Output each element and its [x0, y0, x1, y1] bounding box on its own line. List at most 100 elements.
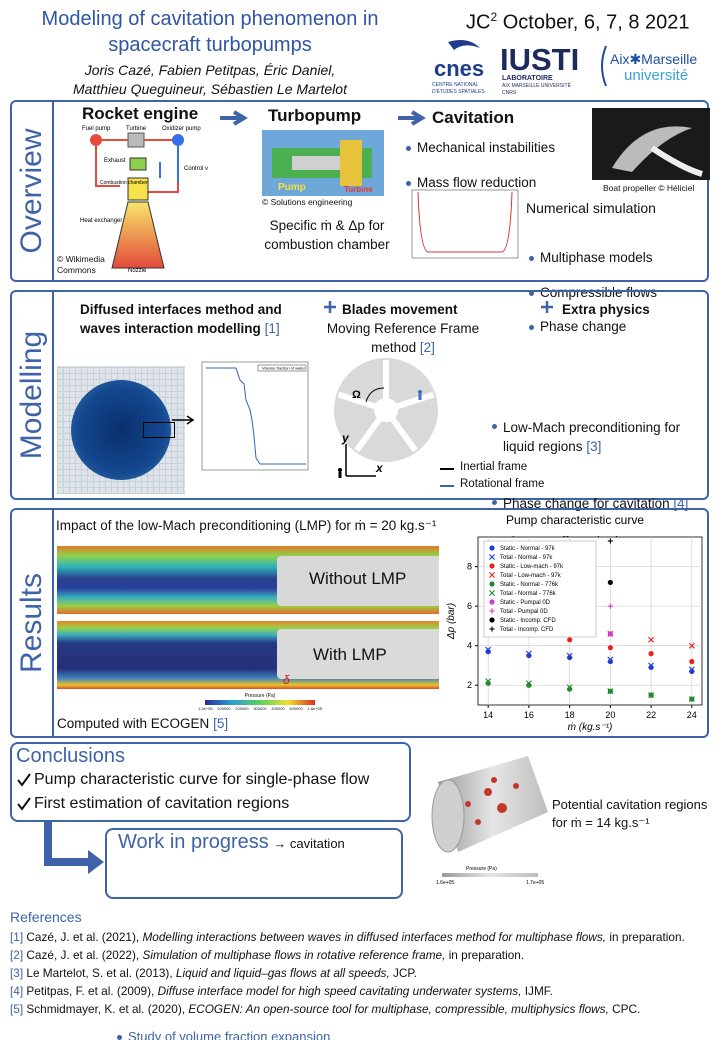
bullet-part — [406, 181, 411, 186]
rotor-diagram: Ω y x — [334, 358, 438, 478]
cnes-logo: cnes CENTRE NATIONAL D'ÉTUDES SPATIALES — [432, 40, 485, 95]
simulation-image: With LMP δ — [57, 621, 439, 689]
data-point — [688, 696, 695, 703]
turbopump-image: Pump Turbine — [262, 130, 384, 196]
diagram-label: Oxidizer pump — [162, 126, 201, 132]
data-point-stroke — [648, 692, 655, 699]
turbine-icon — [127, 132, 145, 148]
iusti-logo: IUSTI LABORATOIRE AIX MARSEILLE UNIVERSI… — [500, 42, 579, 96]
colorbar-tick: 500000 — [289, 706, 303, 711]
colorbar-tick: 100000 — [217, 706, 231, 711]
text-part: method — [371, 340, 417, 355]
data-point — [607, 579, 613, 586]
reference-number: [1] — [10, 930, 24, 944]
bullet-text: Study of volume fraction expansion — [128, 1029, 331, 1040]
colorbar-tick: 400000 — [271, 706, 285, 711]
data-point-stroke — [485, 646, 492, 653]
cnes-subtitle: D'ÉTUDES SPATIALES — [432, 88, 485, 95]
bullet: Mechanical instabilities — [405, 140, 720, 155]
data-point — [607, 645, 613, 651]
iusti-text: IUSTI — [500, 42, 579, 77]
heading: Diffused interfaces method and — [80, 302, 282, 317]
x-tick-label: 18 — [565, 710, 575, 720]
reference-number: [5] — [10, 1002, 24, 1016]
bullet: Mass flow reduction — [405, 175, 720, 190]
bullet: Compressible flows — [528, 285, 720, 300]
x-axis-label: ṁ (kg.s⁻¹) — [568, 722, 613, 733]
bullet-text: Multiphase models — [540, 250, 653, 265]
data-point-stroke — [688, 666, 695, 673]
image-label: With LMP — [313, 645, 387, 664]
legend-text: Rotational frame — [460, 478, 545, 490]
reference-item: [2] Cazé, J. et al. (2022), Simulation o… — [10, 946, 710, 964]
conclusions-box — [10, 742, 411, 822]
arrow — [398, 110, 426, 126]
bullet-text: Mechanical instabilities — [417, 140, 556, 155]
caption: for ṁ = 14 kg.s⁻¹ — [552, 815, 650, 830]
legend-marker — [489, 554, 495, 560]
data-point-stroke — [648, 662, 655, 669]
reference-item: [1] Cazé, J. et al. (2021), Modelling in… — [10, 928, 710, 946]
caption: Potential cavitation regions — [552, 797, 708, 812]
bubble — [71, 380, 171, 480]
reference-authors: Cazé, J. et al. (2021), — [26, 930, 140, 944]
cavitation-spots-part — [513, 783, 519, 789]
heading: Numerical simulation — [526, 200, 656, 216]
heading: Cavitation — [432, 108, 515, 127]
plot-curve — [206, 367, 306, 465]
data-point — [689, 658, 695, 665]
rotation-arrow — [365, 387, 385, 403]
data-point — [688, 642, 695, 649]
pipe — [159, 146, 179, 182]
section-label: Overview — [15, 128, 48, 254]
authors-line: Joris Cazé, Fabien Petitpas, Éric Daniel… — [84, 62, 336, 78]
axis-label: y — [341, 431, 350, 445]
plot-legend — [257, 364, 307, 372]
data-point-stroke — [566, 684, 573, 691]
bullet-part — [117, 1035, 122, 1040]
rotor-blades — [337, 360, 435, 453]
rotor-blades-part — [394, 391, 435, 410]
modelling-panel — [10, 290, 709, 500]
colorbar-ticks: 1.2e+05 100000 200000 300000 400000 500000 1.6… — [198, 706, 322, 711]
work-subtitle: → cavitation — [273, 836, 345, 851]
data-point-stroke — [525, 680, 532, 687]
legend-marker — [489, 617, 495, 623]
data-point-stroke — [607, 688, 614, 695]
iusti-subtitle: CNRS — [502, 90, 517, 96]
reference-source: in preparation. — [448, 948, 525, 962]
legend-label: Total - Normal - 776k — [500, 591, 557, 597]
heading: Blades movement — [342, 302, 458, 317]
cavitation-spots — [465, 777, 519, 825]
rocket-diagram: Fuel pump Turbine Oxidizer pump Exhaust … — [80, 126, 208, 274]
diagram-label: Nozzle — [128, 268, 147, 274]
bullet-part — [492, 500, 497, 505]
casing — [438, 756, 548, 852]
colorbar-tick: 300000 — [253, 706, 267, 711]
data-point — [485, 646, 492, 653]
data-point — [648, 692, 655, 699]
iusti-subtitle: LABORATOIRE — [502, 75, 553, 82]
legend-marker — [489, 563, 495, 569]
cavitation-spots-part — [465, 801, 471, 807]
authors-line: Matthieu Queguineur, Sébastien Le Martel… — [73, 81, 347, 97]
text: Moving Reference Frame — [326, 321, 480, 336]
image-label: Turbine — [344, 185, 373, 194]
heading: Turbopump — [268, 106, 362, 125]
credit: Commons — [57, 265, 96, 275]
reference-title: Diffuse interface model for high speed c… — [157, 984, 522, 998]
x-tick-label: 22 — [646, 710, 656, 720]
caption: Computed with ECOGEN [5] — [57, 716, 228, 731]
bullet-text: Phase change — [540, 319, 627, 334]
simulation-image: Without LMP — [57, 546, 439, 614]
reference-item: [3] Le Martelot, S. et al. (2013), Liqui… — [10, 964, 710, 982]
diagram-label: Control valves — [184, 166, 208, 172]
work-title: Work in progress → cavitation — [118, 831, 345, 854]
divider — [52, 100, 54, 282]
event-superscript: 2 — [490, 10, 498, 24]
rotor-blades-part — [383, 360, 389, 400]
arrow-shape — [172, 415, 195, 425]
cnes-subtitle: CENTRE NATIONAL — [432, 82, 479, 88]
y-tick-label: 6 — [467, 601, 472, 611]
